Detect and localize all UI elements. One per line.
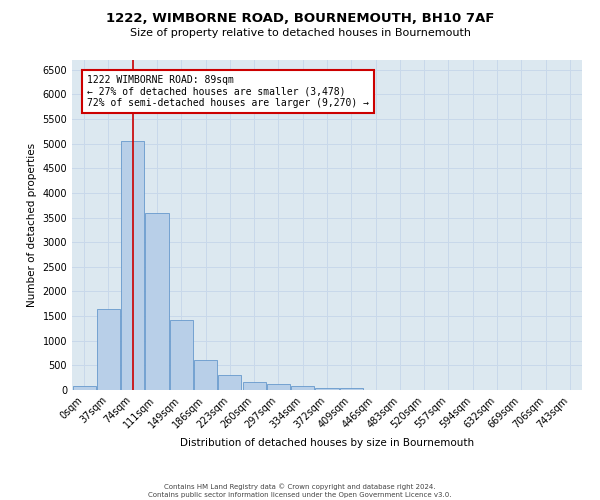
Text: Contains HM Land Registry data © Crown copyright and database right 2024.
Contai: Contains HM Land Registry data © Crown c… xyxy=(148,484,452,498)
Text: 1222, WIMBORNE ROAD, BOURNEMOUTH, BH10 7AF: 1222, WIMBORNE ROAD, BOURNEMOUTH, BH10 7… xyxy=(106,12,494,26)
Bar xyxy=(73,386,95,390)
Bar xyxy=(97,308,120,390)
X-axis label: Distribution of detached houses by size in Bournemouth: Distribution of detached houses by size … xyxy=(180,438,474,448)
Text: Size of property relative to detached houses in Bournemouth: Size of property relative to detached ho… xyxy=(130,28,470,38)
Text: 1222 WIMBORNE ROAD: 89sqm
← 27% of detached houses are smaller (3,478)
72% of se: 1222 WIMBORNE ROAD: 89sqm ← 27% of detac… xyxy=(88,75,370,108)
Y-axis label: Number of detached properties: Number of detached properties xyxy=(27,143,37,307)
Bar xyxy=(121,142,144,390)
Bar xyxy=(340,388,363,390)
Bar xyxy=(218,375,241,390)
Bar xyxy=(242,382,266,390)
Bar xyxy=(267,384,290,390)
Bar xyxy=(145,212,169,390)
Bar xyxy=(316,388,338,390)
Bar xyxy=(170,320,193,390)
Bar xyxy=(194,360,217,390)
Bar xyxy=(291,386,314,390)
